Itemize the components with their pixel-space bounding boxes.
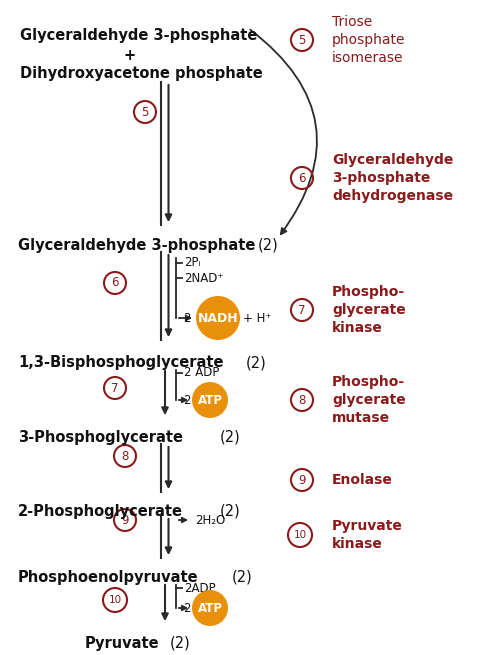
Text: 5: 5 [298,33,306,47]
Text: 7: 7 [298,303,306,316]
Text: 6: 6 [298,172,306,185]
Text: 2: 2 [184,394,195,407]
Text: (2): (2) [258,238,279,253]
Text: 2 ADP: 2 ADP [184,367,219,379]
Text: 5: 5 [141,105,149,119]
Text: 1,3-Bisphosphoglycerate: 1,3-Bisphosphoglycerate [18,355,223,370]
Text: (2): (2) [220,504,241,519]
Text: 10: 10 [109,595,122,605]
Text: 9: 9 [121,514,129,527]
Text: Enolase: Enolase [332,473,393,487]
Text: Dihydroxyacetone phosphate: Dihydroxyacetone phosphate [20,66,263,81]
Text: 10: 10 [293,530,306,540]
Text: (2): (2) [232,570,253,585]
Text: Phospho-
glycerate
kinase: Phospho- glycerate kinase [332,285,406,335]
Text: 9: 9 [298,474,306,487]
Text: Glyceraldehyde 3-phosphate: Glyceraldehyde 3-phosphate [20,28,258,43]
Text: NADH: NADH [198,312,238,324]
Text: Glyceraldehyde 3-phosphate: Glyceraldehyde 3-phosphate [18,238,256,253]
Text: ATP: ATP [198,394,222,407]
Circle shape [192,590,228,626]
Text: 2Pᵢ: 2Pᵢ [184,257,201,269]
Text: 2-Phosphoglycerate: 2-Phosphoglycerate [18,504,183,519]
Text: Phosphoenolpyruvate: Phosphoenolpyruvate [18,570,199,585]
Text: + H⁺: + H⁺ [243,312,272,324]
Text: 2NAD⁺: 2NAD⁺ [184,272,223,284]
Text: (2): (2) [170,636,191,651]
Text: ATP: ATP [198,601,222,614]
Text: Pyruvate: Pyruvate [85,636,159,651]
Text: Phospho-
glycerate
mutase: Phospho- glycerate mutase [332,375,406,425]
Circle shape [192,382,228,418]
Text: Glyceraldehyde
3-phosphate
dehydrogenase: Glyceraldehyde 3-phosphate dehydrogenase [332,153,453,203]
Circle shape [196,296,240,340]
Text: 7: 7 [111,381,119,394]
Text: Triose
phosphate
isomerase: Triose phosphate isomerase [332,15,405,65]
Text: (2): (2) [220,430,241,445]
Text: 8: 8 [298,394,306,407]
Text: 2ADP: 2ADP [184,582,216,595]
Text: 3-Phosphoglycerate: 3-Phosphoglycerate [18,430,183,445]
Text: (2): (2) [246,355,267,370]
Text: 8: 8 [121,449,129,462]
Text: +: + [124,48,136,63]
Text: 2: 2 [184,601,195,614]
Text: 6: 6 [111,276,119,290]
FancyArrowPatch shape [250,29,317,234]
Text: Pyruvate
kinase: Pyruvate kinase [332,519,403,551]
Text: 2H₂O: 2H₂O [195,514,225,527]
Text: 2: 2 [184,312,195,324]
